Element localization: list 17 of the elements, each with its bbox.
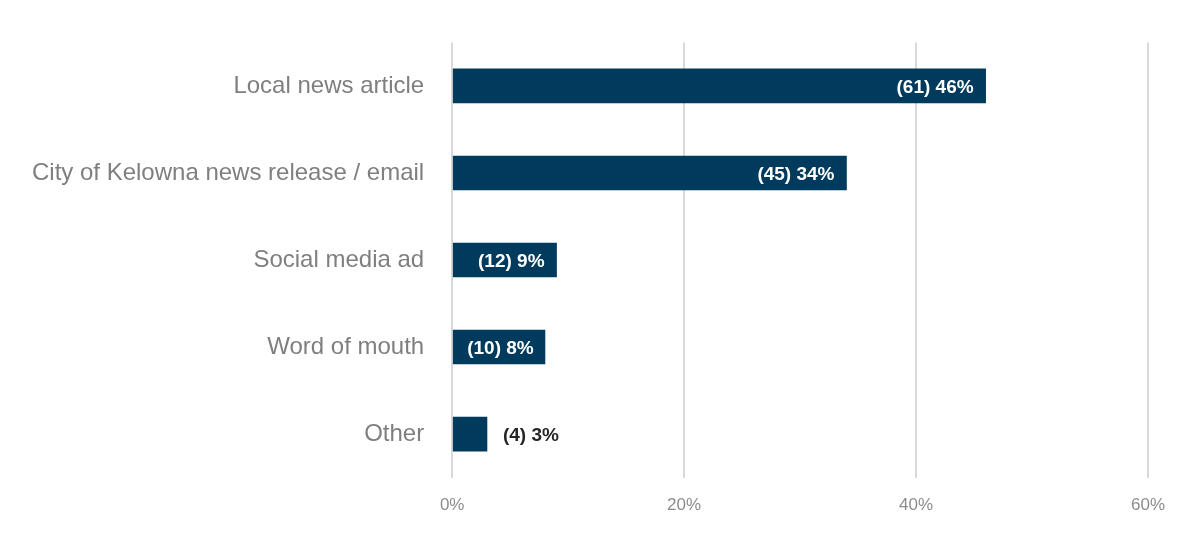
data-label: (4) 3%: [502, 424, 560, 446]
bar: [452, 68, 986, 104]
x-tick-label: 20%: [667, 495, 702, 515]
y-tick-label: City of Kelowna news release / email: [31, 157, 425, 185]
y-tick-label: Local news article: [233, 70, 425, 98]
y-tick-label: Other: [364, 418, 425, 446]
data-label: (45) 34%: [757, 163, 835, 185]
y-tick-label: Word of mouth: [267, 331, 425, 359]
data-label: (10) 8%: [467, 337, 534, 359]
x-tick-label: 60%: [1130, 495, 1165, 515]
data-label: (61) 46%: [896, 76, 974, 98]
x-tick-label: 0%: [439, 495, 465, 515]
bar: [452, 416, 488, 452]
y-tick-label: Social media ad: [253, 244, 425, 272]
x-tick-label: 40%: [899, 495, 934, 515]
bar: [452, 155, 847, 191]
data-label: (12) 9%: [478, 250, 545, 272]
